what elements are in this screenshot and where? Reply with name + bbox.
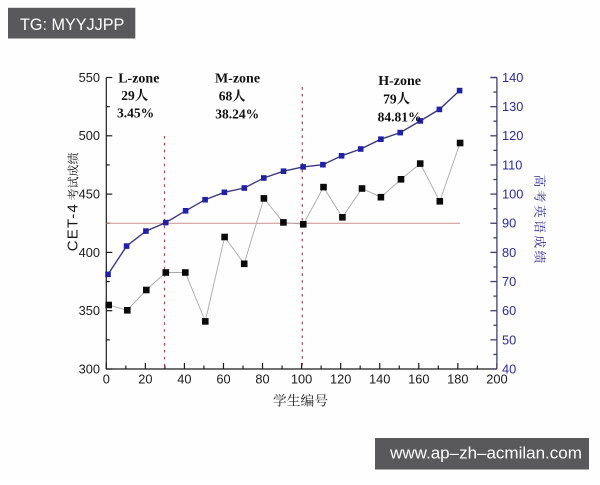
svg-text:68: 68 (219, 89, 233, 104)
svg-text:140: 140 (369, 372, 390, 387)
svg-text:130: 130 (502, 99, 523, 114)
svg-text:120: 120 (330, 372, 351, 387)
svg-text:350: 350 (79, 303, 100, 318)
svg-text:L-zone: L-zone (118, 72, 159, 87)
svg-text:0: 0 (103, 372, 110, 387)
svg-text:160: 160 (408, 372, 429, 387)
svg-text:www.ap–zh–acmilan.com: www.ap–zh–acmilan.com (389, 443, 582, 462)
svg-text:29: 29 (121, 88, 135, 103)
svg-text:450: 450 (79, 187, 100, 202)
svg-text:40: 40 (502, 361, 516, 376)
svg-text:110: 110 (502, 157, 522, 172)
svg-text:TG: MYYJJPP: TG: MYYJJPP (20, 16, 124, 34)
svg-text:3.45%: 3.45% (117, 105, 154, 120)
svg-text:40: 40 (177, 372, 191, 387)
svg-text:180: 180 (447, 372, 468, 387)
svg-text:80: 80 (255, 372, 269, 387)
svg-text:38.24%: 38.24% (215, 106, 259, 121)
svg-text:400: 400 (79, 245, 100, 260)
svg-text:70: 70 (502, 274, 516, 289)
svg-text:H-zone: H-zone (378, 74, 421, 89)
svg-text:120: 120 (502, 128, 523, 143)
svg-text:60: 60 (502, 303, 516, 318)
svg-text:M-zone: M-zone (215, 72, 260, 87)
svg-text:300: 300 (79, 361, 100, 376)
svg-text:60: 60 (216, 372, 230, 387)
svg-text:84.81%: 84.81% (378, 110, 422, 125)
svg-text:100: 100 (291, 372, 312, 387)
svg-text:80: 80 (502, 245, 516, 260)
svg-text:550: 550 (79, 70, 100, 85)
svg-text:50: 50 (502, 332, 516, 347)
svg-text:200: 200 (486, 372, 507, 387)
svg-text:500: 500 (79, 128, 100, 143)
svg-text:79: 79 (383, 91, 397, 106)
svg-text:CET-4: CET-4 (65, 203, 82, 251)
svg-text:20: 20 (138, 372, 152, 387)
svg-text:100: 100 (502, 187, 523, 202)
svg-text:140: 140 (502, 70, 523, 85)
svg-text:90: 90 (502, 216, 516, 231)
